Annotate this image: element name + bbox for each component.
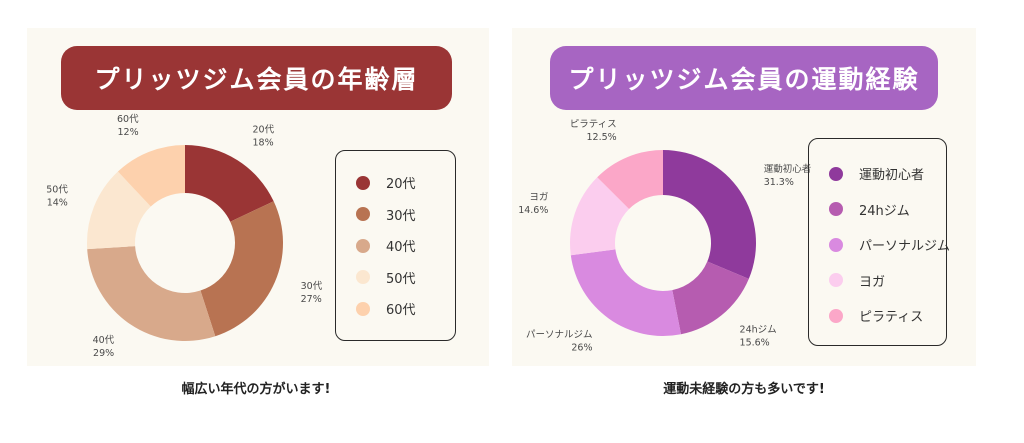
experience-slice-1 <box>672 261 749 335</box>
age-legend-item: 30代 <box>356 205 416 224</box>
age-slice-label-2: 40代 29% <box>93 335 115 359</box>
age-legend-label: 60代 <box>386 303 416 318</box>
experience-slice-label-2: パーソナルジム 26% <box>526 329 593 353</box>
experience-slice-label-0: 運動初心者 31.3% <box>764 163 812 188</box>
experience-slice-label-4: ピラティス 12.5% <box>570 119 617 143</box>
experience-legend-label: パーソナルジム <box>859 239 951 254</box>
age-donut-chart: 20代 18% 30代 27% 40代 29% 50代 14% 60代 12% <box>46 114 323 359</box>
age-legend-label: 30代 <box>386 208 416 224</box>
age-slice-2 <box>87 246 216 341</box>
experience-slice-label-1: 24hジム 15.6% <box>740 325 777 349</box>
age-legend-item: 60代 <box>356 299 416 318</box>
age-legend-label: 50代 <box>386 271 416 287</box>
age-legend-swatch <box>356 207 370 221</box>
experience-legend-item: ピラティス <box>829 306 923 325</box>
experience-legend-label: ヨガ <box>859 274 886 290</box>
experience-slice-4 <box>597 150 663 210</box>
experience-legend-swatch <box>829 166 843 181</box>
age-slice-3 <box>87 171 151 250</box>
age-slice-label-1: 30代 27% <box>301 281 323 305</box>
age-chart-title: プリッツジム会員の年齢層 <box>61 46 452 110</box>
age-slice-4 <box>117 145 185 207</box>
experience-slice-label-3: ヨガ 14.6% <box>518 192 548 216</box>
age-chart-panel: プリッツジム会員の年齢層 20代 18% 30代 27% 40代 29% 50代 14% 60代… <box>27 28 489 366</box>
experience-legend-label: 運動初心者 <box>859 168 925 183</box>
age-legend-label: 20代 <box>386 177 416 192</box>
experience-donut-chart: 運動初心者 31.3% 24hジム 15.6% パーソナルジム 26% ヨガ 14.6% ピラテ… <box>518 119 812 353</box>
experience-legend-item: ヨガ <box>829 271 885 290</box>
age-legend-swatch <box>356 238 370 253</box>
experience-legend-label: ピラティス <box>859 310 924 325</box>
age-slice-label-3: 50代 14% <box>46 185 68 209</box>
age-legend-item: 20代 <box>356 173 416 192</box>
experience-chart-panel: プリッツジム会員の運動経験 運動初心者 31.3% 24hジム 15.6% パーソナルジ… <box>512 28 976 366</box>
age-legend-swatch <box>356 175 370 190</box>
age-slice-1 <box>200 201 284 337</box>
age-legend-swatch <box>356 270 370 284</box>
experience-legend-item: パーソナルジム <box>829 235 950 254</box>
experience-legend: 運動初心者 24hジムパーソナルジム ヨガピラティス <box>808 138 950 346</box>
age-legend-item: 50代 <box>356 268 416 287</box>
experience-chart-title: プリッツジム会員の運動経験 <box>550 46 938 110</box>
age-legend-swatch <box>356 301 370 316</box>
experience-legend-item: 24hジム <box>829 200 910 219</box>
age-slice-0 <box>185 145 274 222</box>
experience-slice-3 <box>570 177 630 256</box>
age-legend-item: 40代 <box>356 236 416 255</box>
experience-legend-label: 24hジム <box>859 203 910 219</box>
age-legend: 20代 30代 40代 50代 60代 <box>335 150 456 341</box>
experience-slice-2 <box>570 249 682 337</box>
experience-caption: 運動未経験の方も多いです! <box>663 382 825 397</box>
age-caption: 幅広い年代の方がいます! <box>181 382 331 397</box>
experience-legend-swatch <box>829 273 843 287</box>
experience-legend-swatch <box>829 308 843 323</box>
experience-slice-0 <box>663 150 756 279</box>
experience-legend-item: 運動初心者 <box>829 164 924 183</box>
experience-legend-swatch <box>829 202 843 216</box>
experience-legend-swatch <box>829 237 843 252</box>
age-slice-label-0: 20代 18% <box>253 125 275 149</box>
age-slice-label-4: 60代 12% <box>117 114 139 138</box>
age-legend-label: 40代 <box>386 240 416 255</box>
